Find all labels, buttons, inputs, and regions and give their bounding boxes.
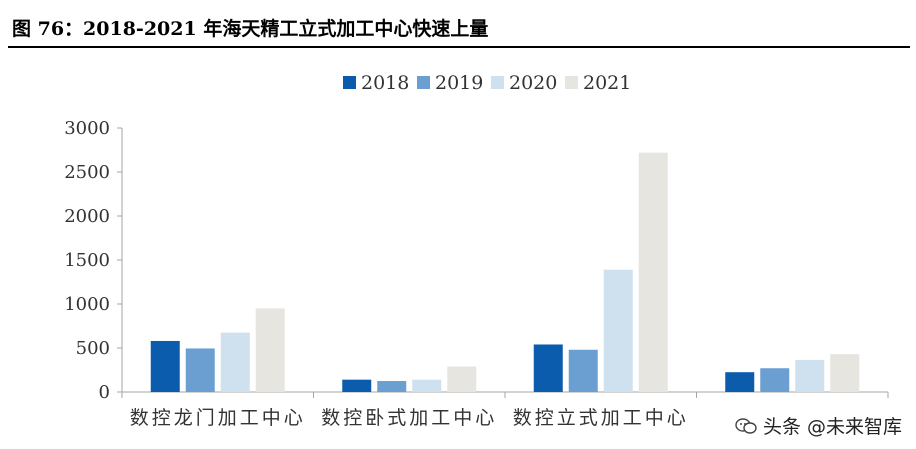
watermark-text: 头条 @未来智库 [762, 416, 902, 438]
legend-swatch-2020 [491, 76, 504, 89]
bar-2020-0 [220, 332, 250, 392]
wechat-icon [735, 417, 757, 434]
bar-2019-3 [760, 368, 790, 392]
x-category-label: 数控立式加工中心 [513, 407, 689, 429]
legend-label-2021: 2021 [583, 72, 631, 94]
legend-label-2019: 2019 [435, 72, 483, 94]
bar-2021-1 [447, 366, 477, 392]
y-tick-label: 2500 [64, 162, 110, 183]
bar-2019-2 [568, 349, 598, 392]
y-tick-label: 2000 [64, 206, 110, 227]
x-category-label: 数控卧式加工中心 [321, 407, 497, 429]
bar-2018-3 [725, 372, 755, 392]
bar-2019-0 [185, 348, 215, 392]
bar-2018-1 [342, 379, 372, 392]
y-tick-label: 1000 [64, 294, 110, 315]
bar-2020-2 [603, 269, 633, 392]
bar-2020-3 [795, 359, 825, 392]
title-divider [8, 46, 910, 48]
legend-label-2020: 2020 [509, 72, 557, 94]
y-tick-label: 500 [76, 338, 110, 359]
y-tick-label: 0 [99, 382, 110, 403]
legend-swatch-2018 [343, 76, 356, 89]
bar-2021-0 [255, 308, 285, 392]
bar-2018-0 [150, 340, 180, 392]
watermark: 头条 @未来智库 [735, 412, 902, 439]
bar-2020-1 [412, 379, 442, 392]
x-category-label: 数控龙门加工中心 [130, 407, 306, 429]
bar-2019-1 [377, 381, 407, 392]
bar-2021-3 [830, 354, 860, 392]
bar-2018-2 [533, 344, 563, 392]
legend-swatch-2019 [417, 76, 430, 89]
figure-title: 图 76：2018-2021 年海天精工立式加工中心快速上量 [12, 18, 489, 40]
y-tick-label: 1500 [64, 250, 110, 271]
bar-2021-2 [638, 152, 668, 392]
legend-label-2018: 2018 [361, 72, 409, 94]
y-tick-label: 3000 [64, 118, 110, 139]
legend-swatch-2021 [565, 76, 578, 89]
